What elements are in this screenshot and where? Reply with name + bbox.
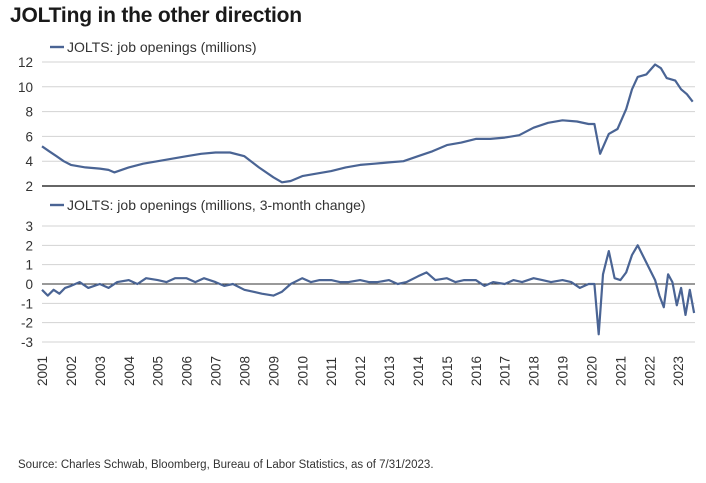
- x-tick-label: 2010: [295, 356, 310, 386]
- y-tick-label: 6: [25, 129, 33, 144]
- y-tick-label: -3: [21, 335, 33, 350]
- y-tick-label: 8: [25, 105, 33, 120]
- y-tick-label: 0: [25, 277, 33, 292]
- y-tick-label: -2: [21, 316, 33, 331]
- x-tick-label: 2015: [440, 356, 455, 386]
- x-tick-label: 2005: [151, 356, 166, 386]
- y-tick-label: 3: [25, 219, 33, 234]
- x-tick-label: 2011: [324, 357, 339, 386]
- y-tick-label: 10: [18, 80, 33, 95]
- x-tick-label: 2006: [180, 356, 195, 386]
- job-openings-series-line: [41, 63, 694, 184]
- x-tick-label: 2001: [35, 356, 50, 386]
- y-tick-label: 1: [25, 258, 33, 273]
- x-tick-label: 2023: [671, 356, 686, 386]
- job-openings-gridlines: [42, 61, 695, 162]
- year-x-tick-labels: 2001 2002 2003 2004 2005 2006 2007 2008 2009 2010…: [35, 356, 686, 387]
- y-tick-label: 2: [25, 179, 33, 194]
- x-tick-label: 2022: [642, 356, 657, 386]
- x-tick-label: 2003: [93, 356, 108, 386]
- x-tick-label: 2002: [64, 356, 79, 386]
- y-tick-label: 2: [25, 238, 33, 253]
- x-tick-label: 2020: [585, 356, 600, 386]
- source-note: Source: Charles Schwab, Bloomberg, Burea…: [18, 459, 434, 471]
- job-openings-change-panel: -3 -2 -1 0 1 2 3 JOLTS: job openings (millions…: [21, 197, 696, 387]
- change-y-tick-labels: -3 -2 -1 0 1 2 3: [21, 219, 33, 350]
- x-tick-label: 2021: [613, 356, 628, 386]
- x-tick-label: 2018: [527, 356, 542, 386]
- x-tick-label: 2014: [411, 356, 426, 387]
- change-gridlines: [42, 225, 695, 343]
- x-tick-label: 2012: [353, 356, 368, 386]
- change-legend-label: JOLTS: job openings (millions, 3-month c…: [67, 197, 366, 213]
- x-tick-label: 2008: [237, 356, 252, 386]
- chart-title: JOLTing in the other direction: [10, 4, 302, 27]
- change-series-line: [41, 244, 696, 336]
- x-tick-label: 2004: [122, 356, 137, 387]
- job-openings-panel: 2 4 6 8 10 12 JOLTS: job openings (millions): [18, 39, 695, 194]
- y-tick-label: 4: [25, 154, 33, 169]
- x-tick-label: 2007: [209, 356, 224, 386]
- x-tick-label: 2019: [556, 356, 571, 386]
- y-tick-label: -1: [21, 296, 33, 311]
- y-tick-label: 12: [18, 55, 33, 70]
- x-tick-label: 2016: [469, 356, 484, 386]
- x-tick-label: 2013: [382, 356, 397, 386]
- x-tick-label: 2017: [498, 356, 513, 386]
- x-tick-label: 2009: [266, 356, 281, 386]
- job-openings-legend-label: JOLTS: job openings (millions): [67, 39, 257, 55]
- job-openings-y-tick-labels: 2 4 6 8 10 12: [18, 55, 34, 194]
